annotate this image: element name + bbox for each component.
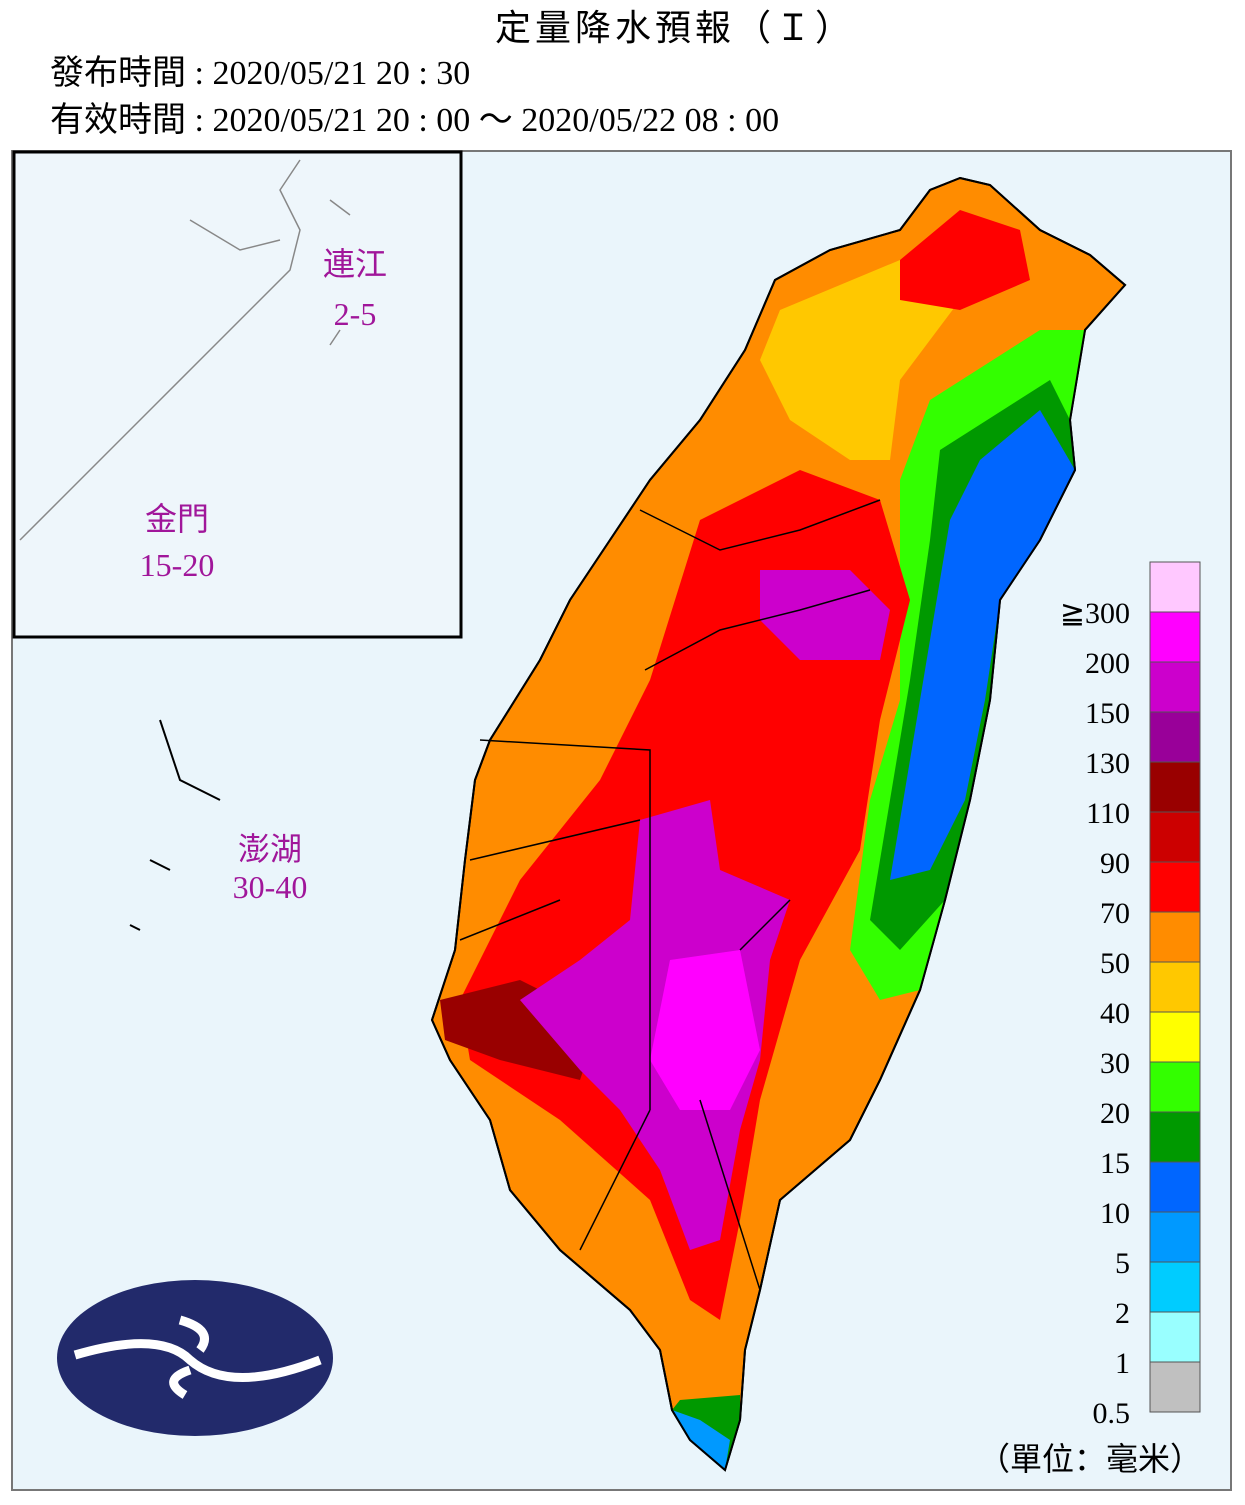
logo-swirl [73,1315,322,1399]
legend-label: 15 [1100,1147,1130,1180]
island-name: 澎湖 [238,831,302,867]
legend-label: 200 [1085,647,1130,680]
valid-time: 有效時間 : 2020/05/21 20 : 00 ～ 2020/05/22 0… [50,101,779,139]
issued-time: 發布時間 : 2020/05/21 20 : 30 [50,54,470,92]
legend: ≧300 200 150 130 110 90 70 50 40 30 20 15 10 5 2 1 0.5 [1060,561,1201,1430]
legend-swatch [1149,1061,1201,1113]
legend-label: 1 [1115,1347,1130,1380]
legend-swatch [1149,1161,1201,1213]
legend-swatch [1149,711,1201,763]
legend-swatch [1149,1211,1201,1263]
legend-swatch [1149,861,1201,913]
title: 定量降水預報（Ｉ） [495,8,855,48]
legend-label: 70 [1100,897,1130,930]
legend-swatch [1149,661,1201,713]
legend-swatch [1149,561,1201,613]
legend-swatch [1149,1111,1201,1163]
legend-swatch [1149,811,1201,863]
island-name: 金門 [145,501,209,537]
legend-label: 2 [1115,1297,1130,1330]
legend-label: 0.5 [1093,1397,1131,1430]
legend-swatch [1149,611,1201,663]
legend-label: ≧300 [1060,597,1130,630]
china-coastline [19,159,351,541]
logo [57,1280,333,1436]
legend-label: 10 [1100,1197,1130,1230]
legend-swatch [1149,961,1201,1013]
legend-swatch [1149,1261,1201,1313]
island-range: 15-20 [140,547,215,583]
legend-label: 30 [1100,1047,1130,1080]
legend-label: 20 [1100,1097,1130,1130]
inset-frame [12,150,463,639]
island-range: 2-5 [334,296,377,332]
island-range: 30-40 [233,869,308,905]
legend-swatch [1149,1311,1201,1363]
legend-label: 40 [1100,997,1130,1030]
legend-swatch [1149,1361,1201,1413]
legend-label: 130 [1085,747,1130,780]
legend-label: 50 [1100,947,1130,980]
legend-swatch [1149,1011,1201,1063]
legend-label: 110 [1086,797,1130,830]
penghu-outline [129,719,221,931]
island-name: 連江 [323,246,387,282]
legend-label: 150 [1085,697,1130,730]
legend-swatch [1149,911,1201,963]
legend-swatch [1149,761,1201,813]
taiwan [430,176,1127,1472]
legend-label: 90 [1100,847,1130,880]
unit-label: （單位：毫米） [978,1441,1202,1477]
legend-label: 5 [1115,1247,1130,1280]
